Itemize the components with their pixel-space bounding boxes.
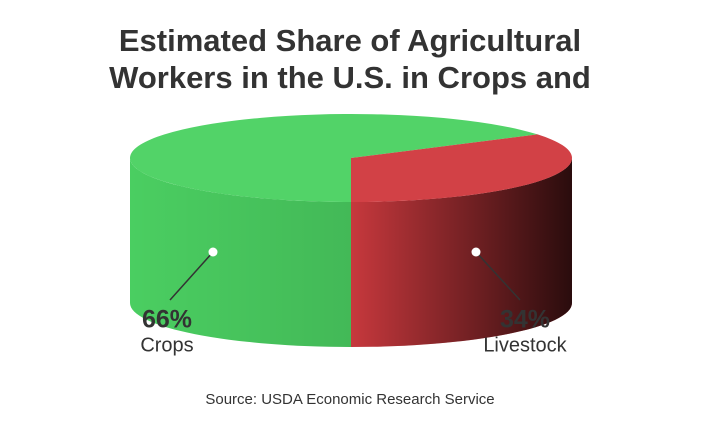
leader-line (475, 251, 521, 301)
slice-top (351, 134, 572, 202)
category-label: Livestock (483, 334, 567, 356)
chart-title: Estimated Share of Agricultural Workers … (109, 23, 591, 95)
slice-side-shade (130, 158, 351, 347)
value-label: 66% (142, 306, 192, 334)
leader-dot (471, 247, 481, 257)
slice-top (129, 113, 538, 202)
value-label: 34% (500, 306, 550, 334)
leader-line (169, 251, 214, 301)
category-label: Crops (140, 334, 193, 356)
source: Source: USDA Economic Research Service (205, 391, 494, 408)
leader-dot (208, 247, 218, 257)
slice-side-shade (351, 158, 572, 347)
